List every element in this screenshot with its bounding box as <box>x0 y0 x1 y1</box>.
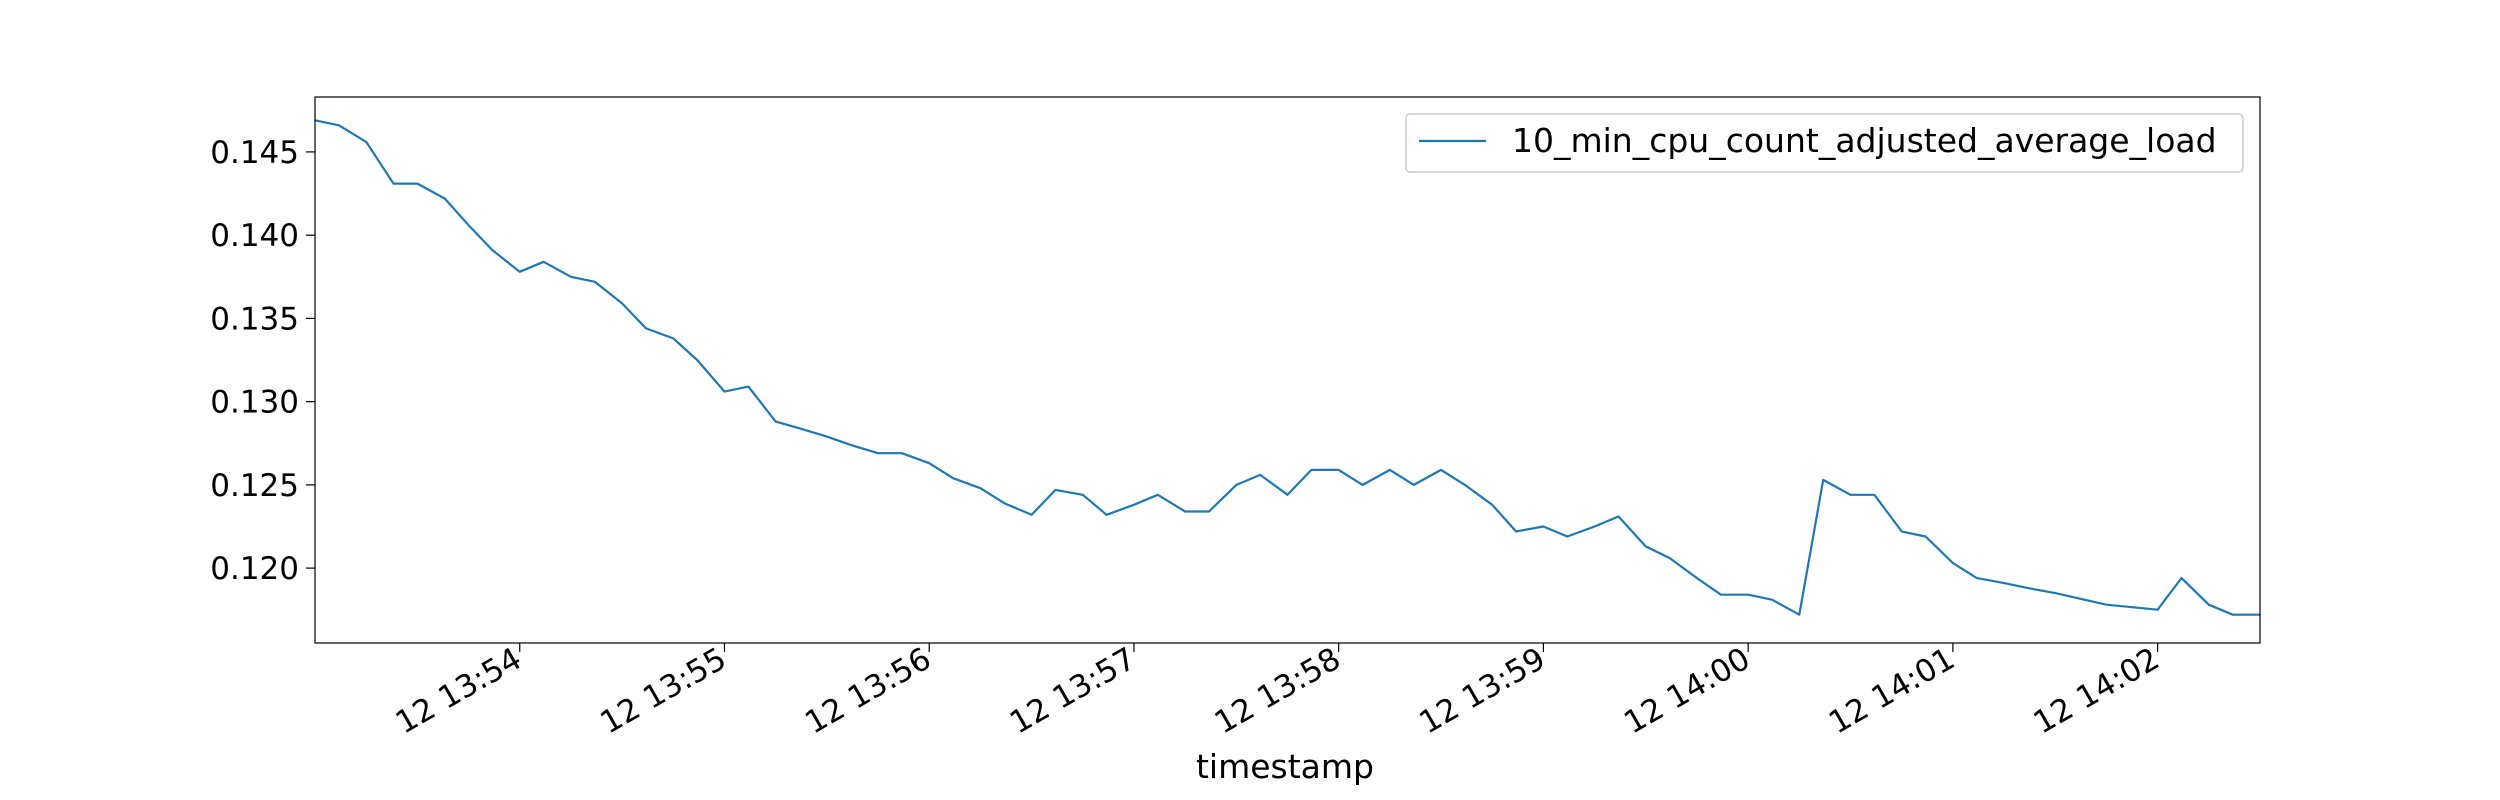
plot-frame <box>314 96 2261 644</box>
y-tick-label: 0.125 <box>210 468 299 504</box>
x-axis-label: timestamp <box>1196 747 1374 786</box>
y-axis: 0.120 0.125 0.130 0.135 0.140 0.145 <box>210 135 315 587</box>
y-tick-label: 0.120 <box>210 551 299 587</box>
legend-box <box>1405 113 2244 173</box>
legend: 10_min_cpu_count_adjusted_average_load <box>1405 113 2244 173</box>
y-tick-label: 0.140 <box>210 218 299 254</box>
plot-series <box>314 119 2260 616</box>
y-tick-label: 0.130 <box>210 385 299 421</box>
y-tick-label: 0.145 <box>210 135 299 171</box>
y-tick-label: 0.135 <box>210 301 299 337</box>
series-line <box>314 119 2260 616</box>
legend-label: 10_min_cpu_count_adjusted_average_load <box>1512 121 2217 160</box>
